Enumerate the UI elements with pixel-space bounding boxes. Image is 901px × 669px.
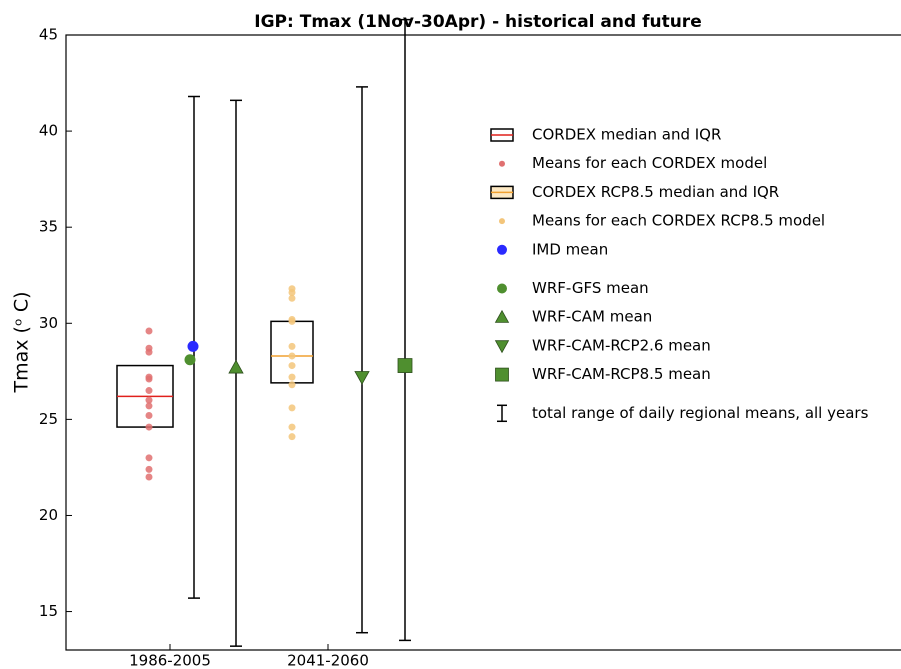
legend-swatch [494,340,510,354]
y-tick-label: 20 [39,506,58,524]
model-mean [145,387,153,395]
model-mean [145,402,153,410]
model-mean [145,473,153,481]
legend-label: WRF-CAM-RCP2.6 mean [532,336,711,354]
legend-swatch [499,160,505,167]
y-tick-label: 45 [39,26,58,44]
plot-frame [65,34,901,651]
model-mean [288,373,296,381]
mean-marker [187,340,199,352]
chart-title: IGP: Tmax (1Nov-30Apr) - historical and … [254,12,701,32]
legend-label: CORDEX RCP8.5 median and IQR [532,183,779,201]
y-axis-label: Tmax (ᵒ C) [11,291,33,393]
model-mean [288,289,296,297]
x-tick-label: 2041-2060 [287,652,369,669]
model-mean [145,454,153,462]
mean-marker [228,359,244,374]
legend-label: WRF-CAM mean [532,308,652,326]
legend-label: WRF-GFS mean [532,279,649,297]
model-mean [145,465,153,473]
model-mean [288,294,296,302]
box-iqr [270,320,314,384]
x-tick-label: 1986-2005 [129,652,211,669]
legend-label: Means for each CORDEX RCP8.5 model [532,212,825,230]
legend-swatch [494,309,510,323]
model-mean [145,348,153,356]
legend-label: CORDEX median and IQR [532,126,721,144]
model-mean [145,423,153,431]
model-mean [288,381,296,389]
legend-swatch [495,367,509,382]
legend-swatch [499,218,505,225]
y-tick-label: 25 [39,410,58,428]
model-mean [288,433,296,441]
legend-label: total range of daily regional means, all… [532,404,869,422]
legend-swatch [497,283,507,294]
model-mean [145,327,153,335]
model-mean [288,362,296,370]
model-mean [145,412,153,420]
legend-label: Means for each CORDEX model [532,154,767,172]
mean-marker [397,358,413,373]
legend-swatch [497,244,507,255]
mean-marker [354,371,370,385]
model-mean [145,396,153,404]
mean-marker [184,354,196,366]
model-mean [145,375,153,383]
legend-label: WRF-CAM-RCP8.5 mean [532,365,711,383]
y-tick-label: 35 [39,218,58,236]
model-mean [288,342,296,350]
y-tick-label: 30 [39,314,58,332]
model-mean [288,404,296,412]
y-tick-label: 40 [39,122,58,140]
model-mean [288,317,296,325]
legend-label: IMD mean [532,240,608,258]
model-mean [288,352,296,360]
model-mean [288,423,296,431]
y-tick-label: 15 [39,602,58,620]
